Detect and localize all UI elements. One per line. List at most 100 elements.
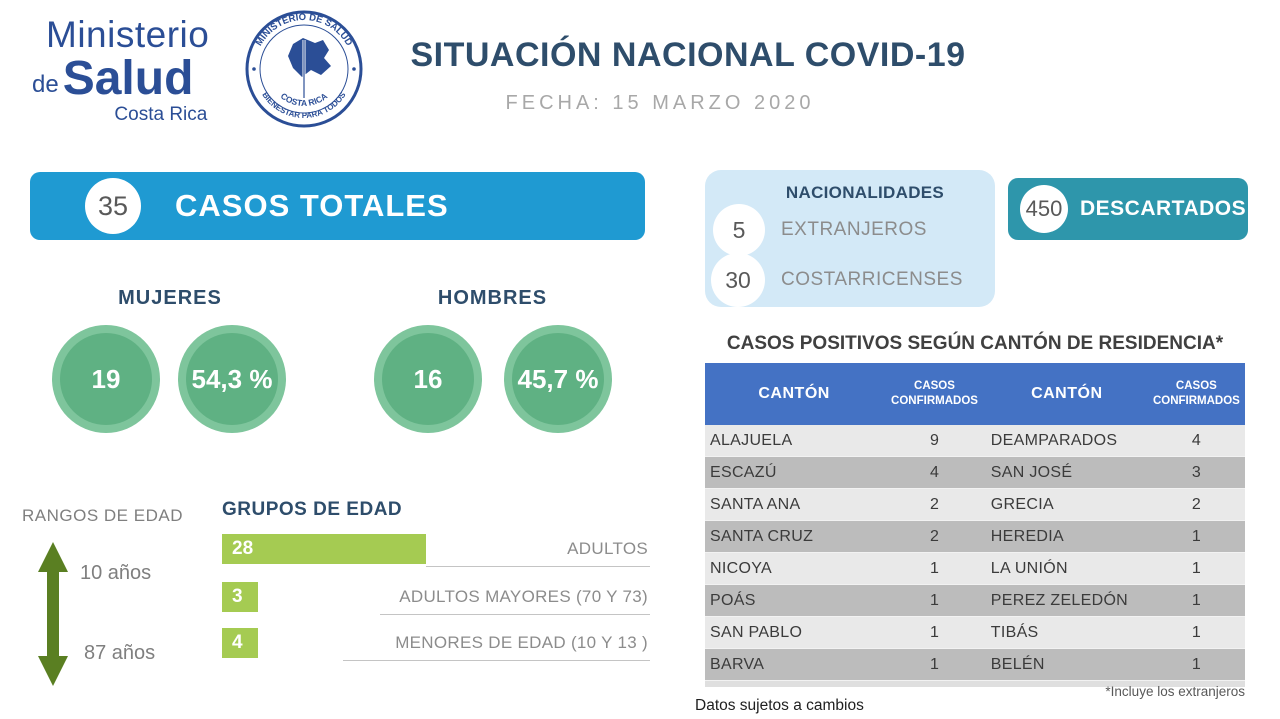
canton-table-body: ALAJUELA 9 DEAMPARADOS 4 ESCAZÚ 4 SAN JOSÉ 3 SAN… bbox=[705, 425, 1245, 681]
cases-cell: 4 bbox=[1191, 431, 1201, 449]
canton-cell: DEAMPARADOS bbox=[990, 431, 1118, 449]
canton-cell: POÁS bbox=[710, 591, 756, 609]
cases-cell: 1 bbox=[1191, 527, 1201, 545]
ministry-seal-icon: MINISTERIO DE SALUD BIENESTAR PARA TODOS… bbox=[243, 8, 365, 135]
table-row: POÁS 1 PEREZ ZELEDÓN 1 bbox=[705, 585, 1245, 617]
header-cases-1: CASOS CONFIRMADOS bbox=[891, 380, 978, 407]
men-percent-circle: 45,7 % bbox=[504, 325, 612, 433]
age-group-underline bbox=[426, 566, 650, 567]
canton-cell: NICOYA bbox=[710, 559, 772, 577]
table-footnote: *Incluye los extranjeros bbox=[1105, 684, 1245, 699]
foreigners-label: EXTRANJEROS bbox=[781, 219, 927, 240]
cases-cell: 2 bbox=[930, 495, 939, 513]
total-cases-label: CASOS TOTALES bbox=[175, 188, 449, 223]
cases-cell: 1 bbox=[1191, 655, 1201, 673]
age-group-bar: 28 bbox=[222, 534, 426, 564]
logo-line1: Ministerio bbox=[46, 14, 210, 55]
nationalities-panel: NACIONALIDADES 5 EXTRANJEROS 30 COSTARRI… bbox=[705, 170, 995, 307]
table-bottom-strip bbox=[705, 681, 1245, 687]
men-label: HOMBRES bbox=[437, 287, 548, 309]
table-row: SANTA CRUZ 2 HEREDIA 1 bbox=[705, 521, 1245, 553]
discarded-label: DESCARTADOS bbox=[1080, 197, 1247, 220]
age-range-arrow-icon bbox=[36, 540, 70, 693]
table-row: ALAJUELA 9 DEAMPARADOS 4 bbox=[705, 425, 1245, 457]
cases-cell: 1 bbox=[1191, 591, 1201, 609]
age-group-label: MENORES DE EDAD (10 Y 13 ) bbox=[395, 633, 648, 652]
canton-cell: BELÉN bbox=[990, 655, 1045, 673]
data-disclaimer: Datos sujetos a cambios bbox=[695, 697, 864, 714]
canton-cell: HEREDIA bbox=[990, 527, 1065, 545]
age-group-row: 28 ADULTOS bbox=[222, 534, 650, 567]
men-percent: 45,7 % bbox=[512, 333, 604, 425]
age-group-bar: 3 bbox=[222, 582, 258, 612]
cases-cell: 1 bbox=[1191, 623, 1201, 641]
cases-cell: 2 bbox=[1191, 495, 1201, 513]
canton-cell: GRECIA bbox=[990, 495, 1054, 513]
logo-country: Costa Rica bbox=[114, 104, 208, 125]
costarricans-label: COSTARRICENSES bbox=[781, 269, 963, 290]
canton-cell: PEREZ ZELEDÓN bbox=[990, 591, 1129, 609]
header-canton-1: CANTÓN bbox=[758, 385, 830, 402]
costarricans-value: 30 bbox=[711, 253, 765, 307]
age-group-underline bbox=[343, 660, 650, 661]
foreigners-value: 5 bbox=[713, 204, 765, 256]
canton-cell: SANTA ANA bbox=[710, 495, 801, 513]
men-count: 16 bbox=[382, 333, 474, 425]
age-range-max: 87 años bbox=[84, 642, 156, 664]
cases-cell: 1 bbox=[930, 559, 939, 577]
canton-table-title: CASOS POSITIVOS SEGÚN CANTÓN DE RESIDENC… bbox=[726, 333, 1224, 354]
table-row: ESCAZÚ 4 SAN JOSÉ 3 bbox=[705, 457, 1245, 489]
canton-cell: SANTA CRUZ bbox=[710, 527, 814, 545]
men-count-circle: 16 bbox=[374, 325, 482, 433]
age-group-row: 3 ADULTOS MAYORES (70 Y 73) bbox=[222, 582, 650, 615]
header-canton-2: CANTÓN bbox=[1031, 385, 1103, 402]
cases-cell: 3 bbox=[1191, 463, 1201, 481]
canton-table-header: CANTÓN CASOS CONFIRMADOS CANTÓN CASOS CO… bbox=[705, 363, 1245, 425]
canton-cell: TIBÁS bbox=[990, 623, 1039, 641]
cases-cell: 9 bbox=[930, 431, 939, 449]
age-group-underline bbox=[380, 614, 650, 615]
age-group-label: ADULTOS bbox=[567, 539, 648, 558]
canton-cell: ESCAZÚ bbox=[710, 463, 777, 481]
cases-cell: 2 bbox=[930, 527, 939, 545]
women-label: MUJERES bbox=[118, 287, 222, 309]
women-count: 19 bbox=[60, 333, 152, 425]
canton-cell: SAN PABLO bbox=[710, 623, 803, 641]
table-row: NICOYA 1 LA UNIÓN 1 bbox=[705, 553, 1245, 585]
table-row: SAN PABLO 1 TIBÁS 1 bbox=[705, 617, 1245, 649]
canton-cell: ALAJUELA bbox=[710, 431, 793, 449]
cases-cell: 1 bbox=[930, 591, 939, 609]
cases-cell: 1 bbox=[930, 623, 939, 641]
age-group-label: ADULTOS MAYORES (70 Y 73) bbox=[399, 587, 648, 606]
women-percent: 54,3 % bbox=[186, 333, 278, 425]
women-count-circle: 19 bbox=[52, 325, 160, 433]
table-row: SANTA ANA 2 GRECIA 2 bbox=[705, 489, 1245, 521]
women-percent-circle: 54,3 % bbox=[178, 325, 286, 433]
age-groups-chart: 28 ADULTOS 3 ADULTOS MAYORES (70 Y 73) 4… bbox=[222, 534, 650, 664]
total-cases-value: 35 bbox=[85, 178, 141, 234]
age-range-min: 10 años bbox=[80, 562, 152, 584]
header-cases-2: CASOS CONFIRMADOS bbox=[1152, 380, 1240, 407]
cases-cell: 1 bbox=[1191, 559, 1201, 577]
canton-cell: BARVA bbox=[710, 655, 765, 673]
cases-cell: 1 bbox=[930, 655, 939, 673]
page-title: SITUACIÓN NACIONAL COVID-19 bbox=[410, 36, 966, 74]
canton-table: CANTÓN CASOS CONFIRMADOS CANTÓN CASOS CO… bbox=[705, 363, 1245, 687]
age-group-row: 4 MENORES DE EDAD (10 Y 13 ) bbox=[222, 628, 650, 661]
svg-text:COSTA RICA: COSTA RICA bbox=[279, 91, 329, 108]
logo-de: de bbox=[32, 71, 59, 98]
canton-cell: SAN JOSÉ bbox=[990, 463, 1073, 481]
age-groups-title: GRUPOS DE EDAD bbox=[222, 499, 403, 520]
discarded-value: 450 bbox=[1020, 185, 1068, 233]
logo-salud: Salud bbox=[62, 52, 194, 105]
cases-cell: 4 bbox=[930, 463, 939, 481]
age-range-title: RANGOS DE EDAD bbox=[22, 506, 183, 525]
age-group-bar: 4 bbox=[222, 628, 258, 658]
discarded-banner: 450 DESCARTADOS bbox=[1008, 178, 1248, 240]
report-date: FECHA: 15 MARZO 2020 bbox=[505, 92, 815, 114]
canton-cell: LA UNIÓN bbox=[990, 559, 1068, 577]
total-cases-banner: 35 CASOS TOTALES bbox=[30, 172, 645, 240]
nationalities-title: NACIONALIDADES bbox=[785, 183, 945, 202]
ministry-logo: Ministerio de Salud Costa Rica bbox=[32, 16, 209, 124]
